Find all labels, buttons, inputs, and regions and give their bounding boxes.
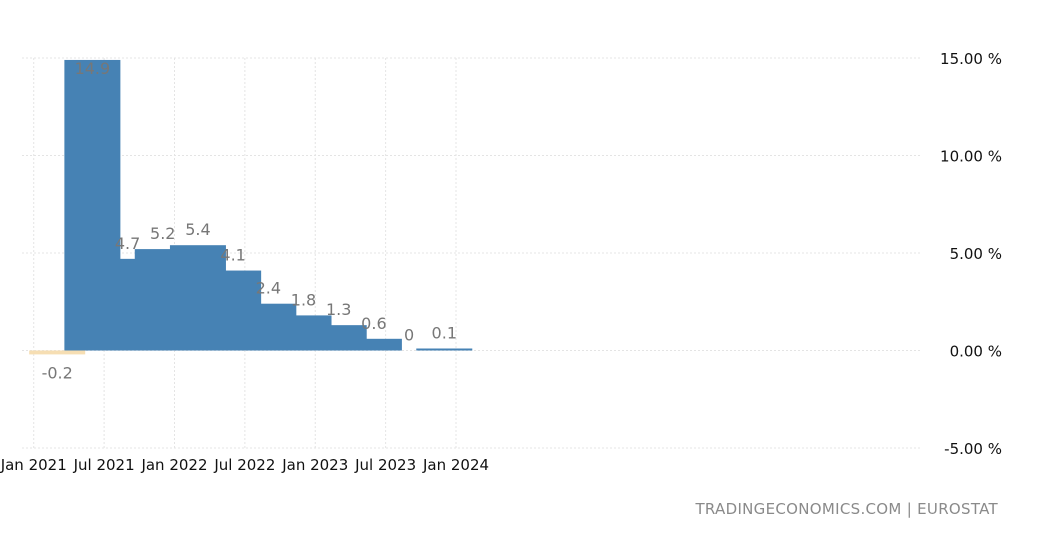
x-tick-label: Jul 2022	[213, 456, 275, 474]
data-label: 5.2	[150, 224, 175, 243]
bar	[345, 338, 402, 351]
x-tick-label: Jul 2023	[354, 456, 416, 474]
y-axis-ticks: 15.00 % 10.00 % 5.00 % 0.00 % -5.00 %	[940, 50, 1002, 458]
data-label: 14.9	[75, 59, 111, 78]
y-tick-label: -5.00 %	[944, 440, 1002, 458]
data-label: 4.1	[220, 246, 245, 265]
data-label: 1.3	[326, 300, 351, 319]
x-tick-label: Jul 2021	[73, 456, 135, 474]
source-attribution: TRADINGECONOMICS.COM | EUROSTAT	[695, 500, 998, 518]
y-tick-label: 10.00 %	[940, 148, 1002, 166]
x-axis-ticks: Jan 2021 Jul 2021 Jan 2022 Jul 2022 Jan 2023…	[0, 456, 489, 474]
data-label: 0.1	[432, 324, 457, 343]
data-label: 1.8	[291, 290, 316, 309]
bars	[29, 59, 473, 355]
x-tick-label: Jan 2023	[281, 456, 348, 474]
data-label: -0.2	[42, 364, 73, 383]
bar	[416, 348, 473, 351]
data-label: 5.4	[185, 220, 210, 239]
data-labels: -0.2 14.9 4.7 5.2 5.4 4.1 2.4 1.8 1.3 0.6 0 0.1	[42, 59, 457, 383]
data-label: 2.4	[256, 279, 281, 298]
y-tick-label: 5.00 %	[950, 245, 1002, 263]
x-tick-label: Jan 2021	[0, 456, 67, 474]
y-tick-label: 0.00 %	[950, 343, 1002, 361]
data-label: 4.7	[115, 234, 140, 253]
data-label: 0.6	[361, 314, 386, 333]
bar	[29, 350, 86, 355]
x-tick-label: Jan 2024	[422, 456, 489, 474]
y-tick-label: 15.00 %	[940, 50, 1002, 68]
data-label: 0	[404, 326, 414, 345]
x-tick-label: Jan 2022	[140, 456, 207, 474]
